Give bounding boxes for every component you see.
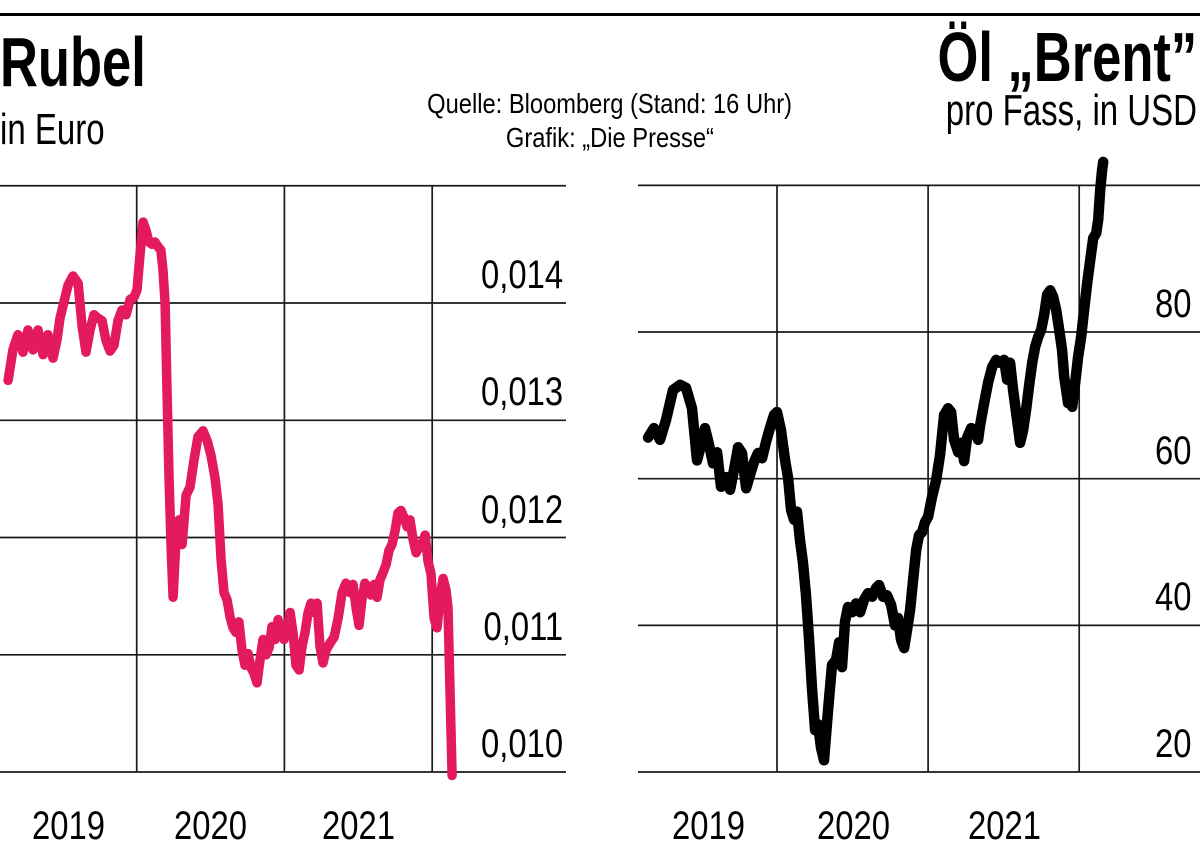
left-xtick-2020: 2020 [173,804,247,845]
right-ytick-80: 80 [1154,282,1191,326]
right-chart-title: Öl „Brent” [851,18,1197,96]
right-xtick-2021: 2021 [967,804,1041,845]
right-ytick-40: 40 [1154,575,1191,619]
right-chart-title-text: Öl „Brent” [937,18,1197,96]
left-ytick-0010: 0,010 [480,722,563,766]
rubel-gridlines [0,184,566,773]
right-xtick-2020: 2020 [816,804,890,845]
left-chart-subtitle-text: in Euro [0,105,105,154]
left-ytick-0014: 0,014 [480,253,563,297]
brent-gridlines [638,184,1200,773]
left-chart-subtitle: in Euro [0,105,139,154]
brent-series-line [642,156,1109,766]
left-chart-title-text: Rubel [0,23,146,101]
right-ytick-60: 60 [1154,429,1191,473]
rubel-series-line [3,217,457,781]
source-line: Quelle: Bloomberg (Stand: 16 Uhr) [427,88,793,119]
right-xtick-2019: 2019 [671,804,745,845]
left-xtick-2019: 2019 [31,804,105,845]
credit-line: Grafik: „Die Presse“ [505,122,715,153]
source-note: Quelle: Bloomberg (Stand: 16 Uhr) Grafik… [380,87,840,155]
left-ytick-0013: 0,013 [480,370,563,414]
left-ytick-0011: 0,011 [483,605,563,649]
right-chart-subtitle: pro Fass, in USD [862,86,1197,135]
left-xtick-2021: 2021 [321,804,395,845]
top-divider-rule [0,13,1200,16]
right-chart-subtitle-text: pro Fass, in USD [945,86,1197,135]
left-ytick-0012: 0,012 [480,488,563,532]
right-ytick-20: 20 [1154,722,1191,766]
left-chart-title: Rubel [0,23,194,101]
